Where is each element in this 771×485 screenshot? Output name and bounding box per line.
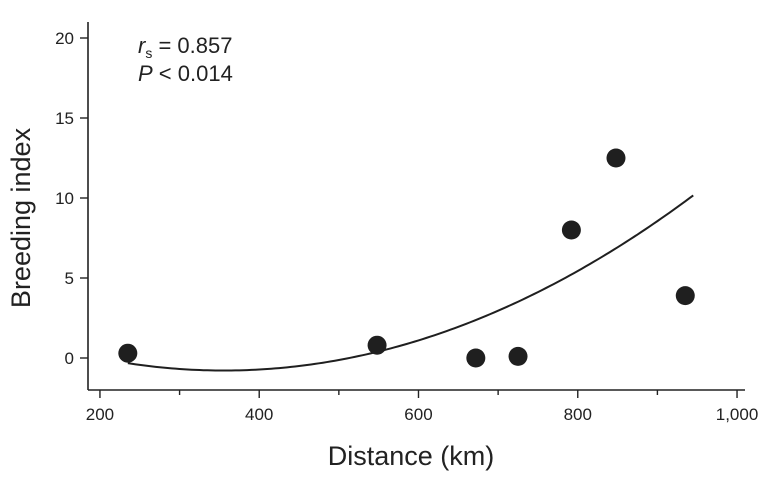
- trend-line: [127, 194, 694, 372]
- spearman-r-annotation: rs = 0.857: [138, 33, 232, 61]
- r-value: = 0.857: [152, 33, 232, 58]
- trend-line-group: [127, 194, 694, 372]
- r-symbol: r: [138, 33, 147, 58]
- p-value-annotation: P < 0.014: [138, 61, 233, 86]
- x-axis-title: Distance (km): [328, 441, 495, 471]
- y-tick-label: 10: [55, 189, 74, 208]
- data-point: [466, 348, 486, 368]
- x-tick-label: 400: [245, 405, 273, 424]
- x-tick-label: 600: [404, 405, 432, 424]
- y-tick-label: 15: [55, 109, 74, 128]
- data-point: [118, 343, 138, 363]
- data-point: [606, 148, 626, 168]
- y-axis-title: Breeding index: [6, 127, 36, 308]
- y-tick-label: 5: [65, 269, 74, 288]
- data-point: [675, 286, 695, 306]
- data-points: [118, 148, 695, 368]
- y-tick-label: 0: [65, 349, 74, 368]
- x-tick-label: 1,000: [716, 405, 759, 424]
- data-point: [367, 335, 387, 355]
- data-point: [561, 220, 581, 240]
- p-value: < 0.014: [153, 61, 233, 86]
- axes: 0 5 10 15 20 200 400 600 800 1,000: [55, 22, 758, 424]
- x-tick-label: 800: [564, 405, 592, 424]
- x-tick-label: 200: [86, 405, 114, 424]
- y-tick-label: 20: [55, 29, 74, 48]
- r-subscript: s: [145, 45, 152, 61]
- p-symbol: P: [138, 61, 153, 86]
- data-point: [508, 346, 528, 366]
